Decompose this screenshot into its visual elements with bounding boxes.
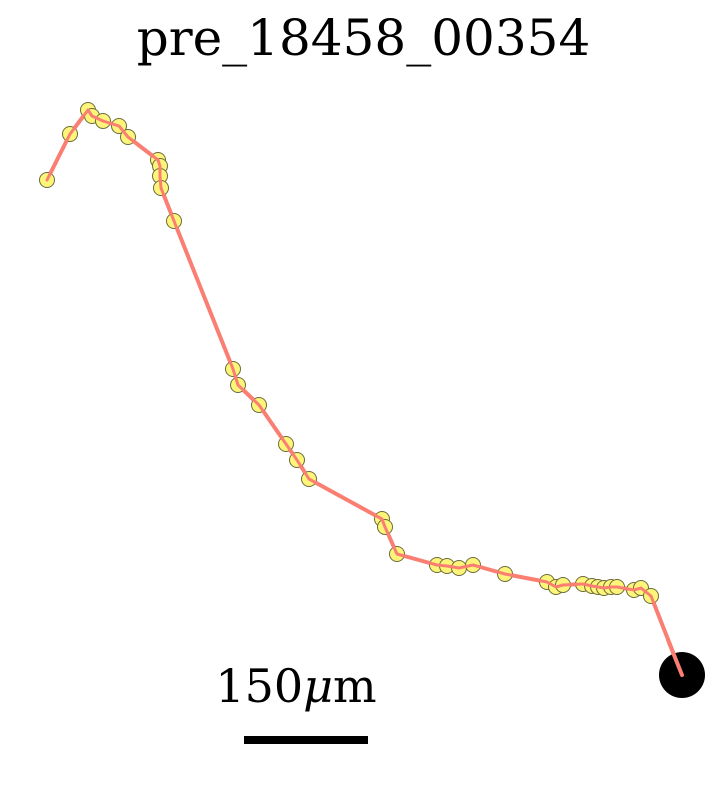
scale-bar-value: 150: [215, 659, 304, 713]
page-title: pre_18458_00354: [136, 9, 591, 67]
scale-bar-unit-suffix: m: [333, 659, 377, 713]
trajectory-path-end-segment: [666, 638, 684, 677]
scale-bar-unit-symbol: μ: [303, 659, 334, 713]
waypoint-markers: [39, 102, 684, 677]
scale-bar-label: 150μm: [196, 660, 396, 712]
trajectory-path-overlay: [45, 108, 684, 677]
